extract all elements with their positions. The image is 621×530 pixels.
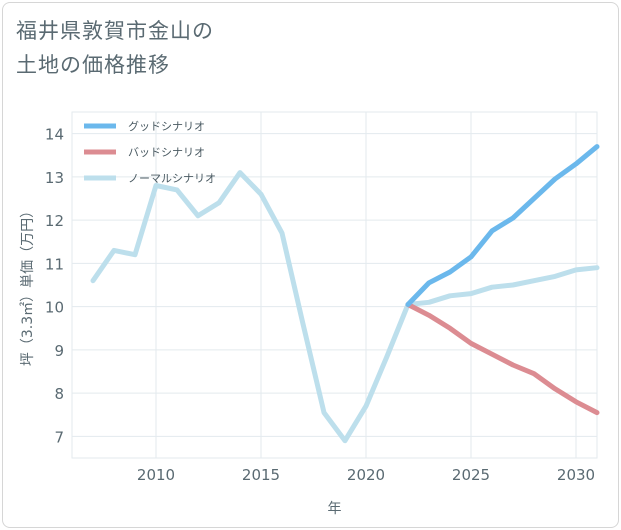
series-line-1 bbox=[405, 144, 600, 307]
x-tick-labels: 2010 2015 2020 2025 2030 bbox=[137, 466, 595, 484]
series-line-3 bbox=[90, 170, 600, 444]
y-tick-label: 12 bbox=[45, 212, 64, 230]
x-tick-label: 2010 bbox=[137, 466, 175, 484]
legend-label: グッドシナリオ bbox=[128, 119, 205, 133]
y-axis-label: 坪（3.3㎡）単価（万円） bbox=[20, 204, 36, 366]
y-tick-label: 8 bbox=[54, 385, 64, 403]
legend-label: バッドシナリオ bbox=[128, 146, 205, 159]
page-title: 福井県敦賀市金山の 土地の価格推移 bbox=[16, 19, 214, 77]
series-lines bbox=[90, 144, 600, 444]
y-tick-label: 11 bbox=[45, 255, 64, 273]
y-tick-label: 13 bbox=[45, 169, 64, 187]
legend-label: ノーマルシナリオ bbox=[128, 172, 216, 185]
y-tick-label: 7 bbox=[54, 428, 64, 446]
y-tick-labels: 7 8 9 10 11 12 13 14 bbox=[45, 126, 64, 447]
x-tick-label: 2015 bbox=[242, 466, 280, 484]
plot-area bbox=[71, 111, 598, 459]
x-tick-label: 2025 bbox=[452, 466, 490, 484]
y-tick-label: 9 bbox=[54, 342, 64, 360]
series-line-2 bbox=[405, 302, 600, 416]
x-tick-label: 2020 bbox=[347, 466, 385, 484]
y-tick-label: 10 bbox=[45, 299, 64, 317]
x-axis-label: 年 bbox=[328, 501, 342, 517]
x-tick-label: 2030 bbox=[557, 466, 595, 484]
y-tick-label: 14 bbox=[45, 126, 64, 144]
